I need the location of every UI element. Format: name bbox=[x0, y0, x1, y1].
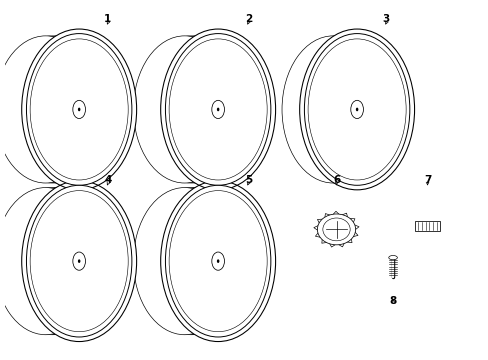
Ellipse shape bbox=[211, 252, 224, 270]
Ellipse shape bbox=[217, 108, 219, 111]
Text: 1: 1 bbox=[104, 14, 111, 24]
Text: 8: 8 bbox=[388, 296, 396, 306]
Ellipse shape bbox=[350, 100, 363, 118]
Ellipse shape bbox=[165, 33, 270, 185]
Ellipse shape bbox=[73, 100, 85, 118]
Ellipse shape bbox=[282, 36, 384, 183]
Ellipse shape bbox=[299, 29, 414, 190]
Ellipse shape bbox=[133, 36, 235, 183]
Ellipse shape bbox=[0, 188, 97, 335]
Ellipse shape bbox=[0, 36, 97, 183]
Ellipse shape bbox=[161, 29, 275, 190]
Ellipse shape bbox=[26, 33, 132, 185]
Ellipse shape bbox=[78, 259, 80, 263]
Ellipse shape bbox=[304, 33, 409, 185]
Ellipse shape bbox=[317, 214, 355, 245]
Ellipse shape bbox=[133, 188, 235, 335]
Ellipse shape bbox=[73, 252, 85, 270]
Ellipse shape bbox=[21, 181, 136, 342]
Ellipse shape bbox=[165, 185, 270, 337]
Text: 7: 7 bbox=[423, 175, 430, 185]
Ellipse shape bbox=[211, 100, 224, 118]
Ellipse shape bbox=[161, 181, 275, 342]
Ellipse shape bbox=[355, 108, 358, 111]
Bar bbox=[414, 221, 439, 231]
Text: 5: 5 bbox=[244, 175, 251, 185]
Ellipse shape bbox=[21, 29, 136, 190]
Text: 2: 2 bbox=[244, 14, 251, 24]
Ellipse shape bbox=[388, 256, 397, 260]
Text: 3: 3 bbox=[382, 14, 389, 24]
Ellipse shape bbox=[26, 185, 132, 337]
Text: 4: 4 bbox=[104, 175, 111, 185]
Ellipse shape bbox=[217, 259, 219, 263]
Text: 6: 6 bbox=[332, 175, 340, 185]
Ellipse shape bbox=[78, 108, 80, 111]
